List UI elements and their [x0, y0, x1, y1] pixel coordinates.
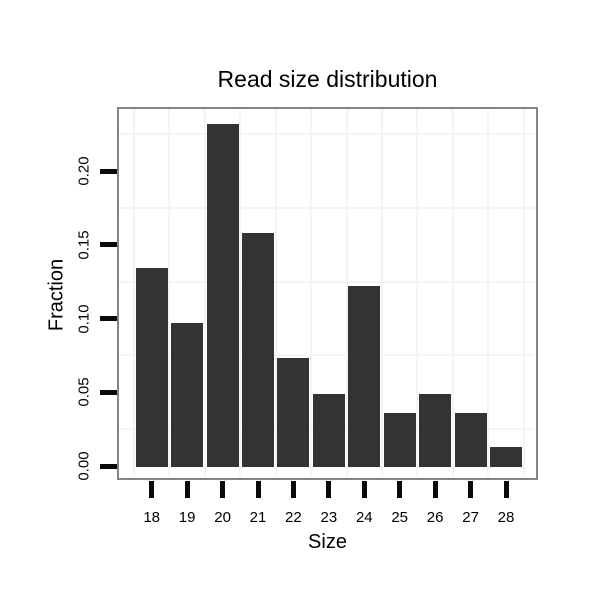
- gridline-minor-h: [119, 133, 534, 136]
- x-axis-tick-24: [361, 481, 367, 498]
- x-axis-tick-26: [432, 481, 438, 498]
- y-axis-label: Fraction: [45, 258, 68, 332]
- x-tick-label-28: 28: [497, 509, 515, 526]
- x-axis-label: Size: [308, 531, 347, 553]
- gridline-minor-v: [487, 109, 490, 476]
- gridline-minor-v: [203, 109, 206, 476]
- gridline-minor-v: [310, 109, 313, 476]
- gridline-minor-v: [381, 109, 383, 476]
- x-axis-tick-21: [255, 481, 261, 498]
- x-axis-tick-22: [290, 481, 296, 498]
- gridline-minor-h: [119, 354, 534, 357]
- x-axis-tick-18: [149, 481, 155, 498]
- gridline-minor-v: [168, 109, 171, 476]
- y-tick-label-0.05: 0.05: [75, 377, 93, 407]
- y-axis-tick-0.20: [100, 168, 117, 174]
- gridline-minor-v: [239, 109, 242, 476]
- bar-21: [242, 232, 274, 467]
- gridline-minor-v: [451, 109, 454, 476]
- x-tick-label-18: 18: [143, 509, 161, 526]
- x-axis-tick-20: [220, 481, 226, 498]
- bar-27: [454, 412, 487, 467]
- bar-23: [312, 393, 345, 467]
- gridline-minor-h: [119, 206, 534, 209]
- x-tick-label-26: 26: [426, 509, 444, 526]
- y-tick-label-0.10: 0.10: [75, 303, 93, 334]
- x-axis-tick-25: [397, 481, 403, 498]
- y-axis-tick-0.05: [100, 389, 117, 395]
- y-tick-label-0.20: 0.20: [75, 156, 93, 186]
- y-axis-tick-0.15: [100, 242, 117, 248]
- gridline-minor-v: [133, 109, 135, 476]
- x-axis-tick-27: [468, 481, 474, 498]
- y-axis-tick-0.10: [100, 316, 117, 321]
- x-tick-label-22: 22: [285, 509, 302, 526]
- y-tick-label-0.00: 0.00: [75, 451, 93, 481]
- chart-title: Read size distribution: [217, 66, 438, 92]
- gridline-minor-v: [345, 109, 348, 476]
- bar-24: [348, 286, 381, 467]
- bar-20: [206, 123, 239, 467]
- bar-18: [135, 268, 168, 467]
- y-axis-tick-0.00: [100, 463, 117, 469]
- x-tick-label-24: 24: [355, 509, 373, 526]
- y-tick-label-0.15: 0.15: [75, 230, 93, 260]
- x-tick-label-20: 20: [214, 509, 231, 526]
- x-tick-label-21: 21: [249, 509, 267, 526]
- bar-19: [171, 322, 204, 467]
- x-tick-label-19: 19: [178, 509, 196, 526]
- x-tick-label-25: 25: [391, 509, 409, 526]
- bar-25: [383, 412, 416, 467]
- bar-22: [277, 358, 310, 467]
- gridline-minor-h: [119, 280, 534, 283]
- x-axis-tick-28: [503, 481, 509, 498]
- gridline-minor-v: [522, 109, 525, 476]
- bar-26: [419, 393, 452, 467]
- bar-28: [490, 446, 522, 467]
- gridline-minor-v: [416, 109, 419, 476]
- x-tick-label-23: 23: [320, 509, 338, 526]
- x-axis-tick-19: [184, 481, 190, 498]
- gridline-minor-v: [274, 109, 277, 476]
- x-tick-label-27: 27: [462, 509, 479, 526]
- x-axis-tick-23: [326, 481, 332, 498]
